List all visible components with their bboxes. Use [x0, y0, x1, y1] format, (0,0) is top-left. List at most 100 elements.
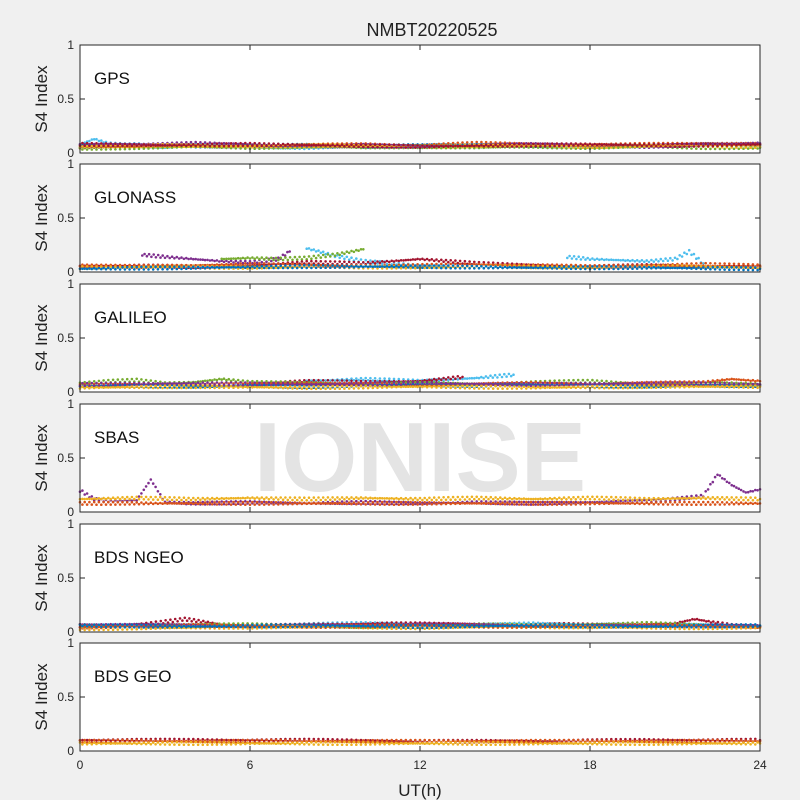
- data-point: [392, 377, 396, 381]
- data-point: [515, 384, 519, 387]
- data-point: [605, 143, 608, 146]
- data-point: [692, 145, 696, 148]
- data-point: [456, 144, 460, 148]
- data-point: [680, 381, 684, 384]
- data-point: [128, 268, 131, 271]
- data-point: [189, 144, 193, 148]
- data-point: [331, 382, 334, 386]
- data-point: [107, 144, 110, 148]
- data-point: [128, 381, 131, 385]
- data-point: [270, 264, 273, 268]
- data-point: [295, 143, 299, 146]
- data-point: [366, 379, 370, 382]
- data-point: [177, 143, 181, 147]
- data-point: [307, 264, 311, 267]
- data-point: [135, 144, 138, 148]
- data-point: [218, 377, 221, 381]
- data-point: [685, 147, 689, 150]
- data-point: [576, 144, 580, 147]
- data-point: [737, 147, 741, 151]
- data-point: [671, 264, 674, 267]
- data-point: [314, 387, 318, 391]
- data-point: [295, 262, 299, 266]
- data-point: [173, 384, 176, 387]
- data-point: [305, 143, 309, 147]
- data-point: [319, 383, 323, 386]
- data-point: [144, 378, 148, 382]
- data-point: [319, 260, 323, 263]
- data-point: [661, 381, 665, 384]
- data-point: [546, 267, 549, 270]
- data-point: [345, 143, 349, 147]
- data-point: [355, 381, 358, 385]
- data-point: [329, 144, 332, 148]
- data-point: [378, 143, 382, 146]
- data-point: [397, 381, 401, 384]
- data-point: [378, 384, 382, 388]
- data-point: [161, 382, 164, 385]
- data-point: [718, 381, 722, 385]
- data-point: [154, 379, 157, 383]
- data-point: [437, 264, 441, 267]
- data-point: [310, 143, 313, 147]
- data-point: [150, 255, 153, 259]
- data-point: [470, 264, 474, 268]
- data-point: [244, 259, 247, 263]
- data-point: [725, 381, 729, 384]
- data-point: [723, 378, 726, 382]
- data-point: [713, 268, 717, 271]
- data-point: [81, 385, 84, 389]
- data-point: [359, 248, 363, 251]
- data-point: [451, 261, 455, 264]
- data-point: [388, 377, 391, 381]
- data-point: [631, 264, 634, 267]
- data-point: [437, 260, 441, 263]
- data-point: [232, 265, 235, 269]
- data-point: [130, 144, 134, 148]
- data-point: [572, 265, 575, 268]
- data-point: [456, 378, 460, 381]
- data-point: [709, 142, 712, 146]
- data-point: [295, 260, 299, 264]
- data-point: [340, 379, 344, 382]
- data-point: [215, 384, 219, 388]
- data-point: [746, 378, 750, 382]
- data-point: [491, 376, 495, 379]
- data-point: [574, 142, 578, 145]
- data-point: [199, 267, 202, 270]
- data-point: [652, 142, 656, 146]
- data-point: [751, 263, 755, 266]
- data-point: [161, 267, 164, 271]
- data-point: [192, 143, 195, 146]
- data-point: [109, 265, 112, 268]
- data-point: [442, 384, 445, 388]
- data-point: [461, 264, 464, 268]
- data-point: [657, 260, 660, 263]
- data-point: [399, 385, 403, 389]
- data-point: [411, 385, 415, 389]
- data-point: [631, 382, 634, 386]
- data-point: [728, 268, 731, 272]
- data-point: [151, 265, 155, 269]
- data-point: [501, 266, 504, 270]
- data-point: [175, 267, 179, 271]
- data-point: [295, 382, 299, 386]
- data-point: [144, 144, 148, 147]
- data-point: [619, 143, 622, 146]
- data-point: [201, 142, 205, 146]
- data-point: [626, 146, 630, 149]
- data-point: [267, 266, 271, 270]
- data-point: [581, 255, 585, 259]
- data-point: [527, 142, 530, 146]
- data-point: [239, 259, 242, 263]
- data-point: [574, 381, 578, 385]
- data-point: [255, 144, 259, 147]
- data-point: [225, 144, 228, 148]
- data-point: [331, 143, 334, 147]
- data-point: [371, 383, 375, 387]
- data-point: [293, 144, 297, 147]
- data-point: [463, 267, 467, 270]
- data-point: [121, 378, 124, 381]
- data-point: [447, 378, 450, 382]
- data-point: [536, 146, 540, 149]
